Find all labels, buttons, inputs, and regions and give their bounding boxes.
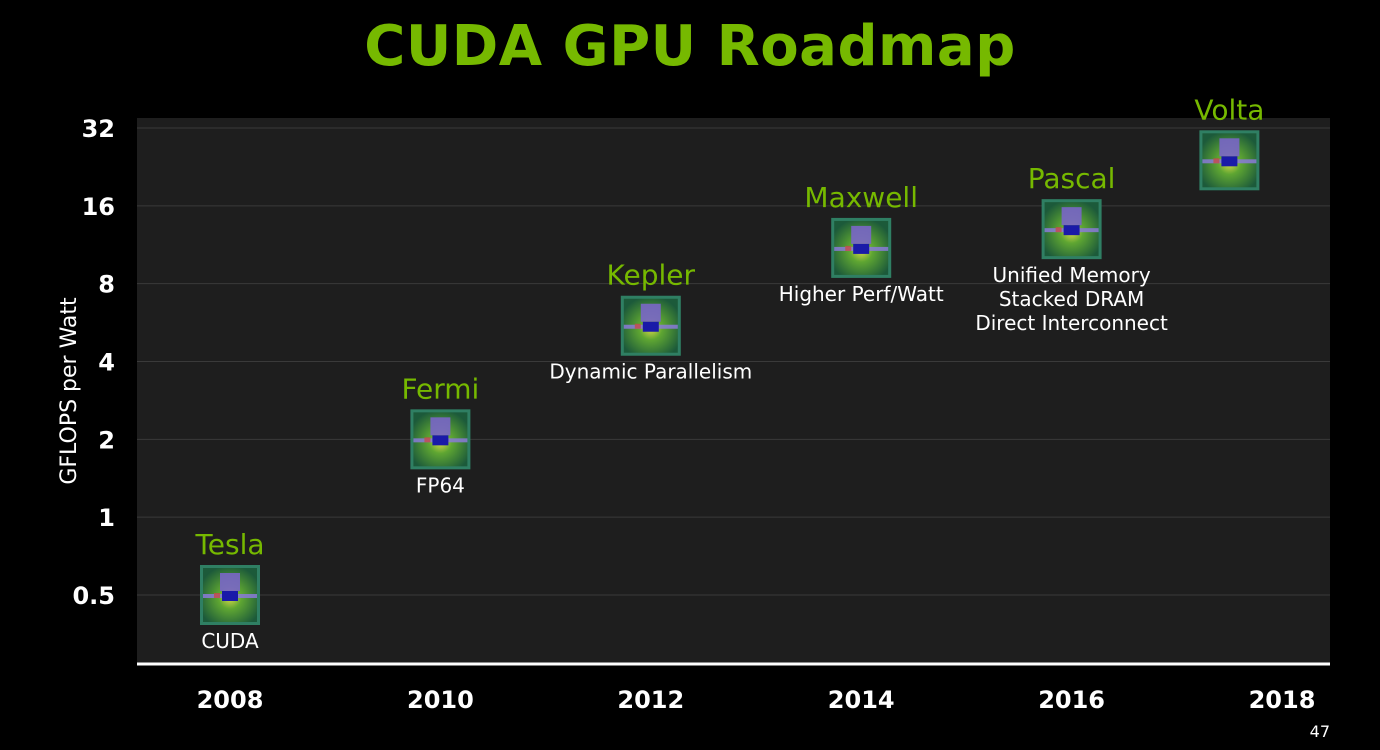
- gpu-feature-label: Direct Interconnect: [975, 311, 1168, 335]
- gpu-feature-label: Higher Perf/Watt: [779, 282, 944, 306]
- data-points: Tesla CUDA Fermi FP64 Kepler Dynamic Parallel…: [194, 93, 1264, 653]
- gpu-name-label: Tesla: [194, 528, 264, 561]
- gpu-chip-icon: [1199, 130, 1260, 191]
- gpu-feature-label: Stacked DRAM: [999, 287, 1144, 311]
- gpu-point-volta: Volta: [1194, 93, 1264, 191]
- gpu-point-maxwell: Maxwell Higher Perf/Watt: [779, 181, 944, 306]
- y-tick-label: 2: [98, 426, 115, 454]
- slide-number: 47: [1309, 722, 1330, 741]
- x-tick-label: 2010: [407, 686, 474, 714]
- gpu-name-label: Maxwell: [804, 181, 918, 214]
- gpu-point-fermi: Fermi FP64: [401, 372, 479, 497]
- x-tick-label: 2008: [197, 686, 264, 714]
- gridlines: [137, 127, 1330, 596]
- gpu-feature-label: Dynamic Parallelism: [549, 360, 752, 384]
- gpu-name-label: Pascal: [1028, 162, 1116, 195]
- gpu-point-kepler: Kepler Dynamic Parallelism: [549, 259, 752, 384]
- gpu-name-label: Volta: [1194, 93, 1264, 126]
- y-tick-label: 32: [82, 115, 115, 143]
- gpu-name-label: Fermi: [401, 372, 479, 405]
- gpu-feature-label: FP64: [416, 473, 465, 497]
- y-tick-label: 0.5: [72, 582, 115, 610]
- gpu-chip-icon: [1041, 199, 1102, 260]
- gpu-feature-label: CUDA: [201, 629, 259, 653]
- slide-title: CUDA GPU Roadmap: [364, 14, 1016, 79]
- gpu-chip-icon: [620, 295, 681, 356]
- gpu-point-tesla: Tesla CUDA: [194, 528, 264, 653]
- gpu-feature-label: Unified Memory: [993, 263, 1151, 287]
- x-tick-label: 2016: [1038, 686, 1105, 714]
- gpu-chip-icon: [831, 217, 892, 278]
- gpu-chip-icon: [410, 409, 471, 470]
- gpu-name-label: Kepler: [607, 259, 696, 292]
- y-axis-label: GFLOPS per Watt: [57, 297, 82, 485]
- y-tick-label: 8: [98, 271, 115, 299]
- axes: 0.5 1 2 4 8 16 32 2008 2010 2012 2014 2016 2018 GFLOP…: [57, 115, 1330, 714]
- y-tick-label: 4: [98, 349, 115, 377]
- plot-area: [137, 118, 1330, 664]
- x-tick-label: 2012: [617, 686, 684, 714]
- x-tick-label: 2014: [828, 686, 895, 714]
- x-tick-label: 2018: [1249, 686, 1316, 714]
- y-tick-label: 1: [98, 504, 115, 532]
- y-tick-label: 16: [82, 193, 115, 221]
- gpu-chip-icon: [200, 565, 260, 625]
